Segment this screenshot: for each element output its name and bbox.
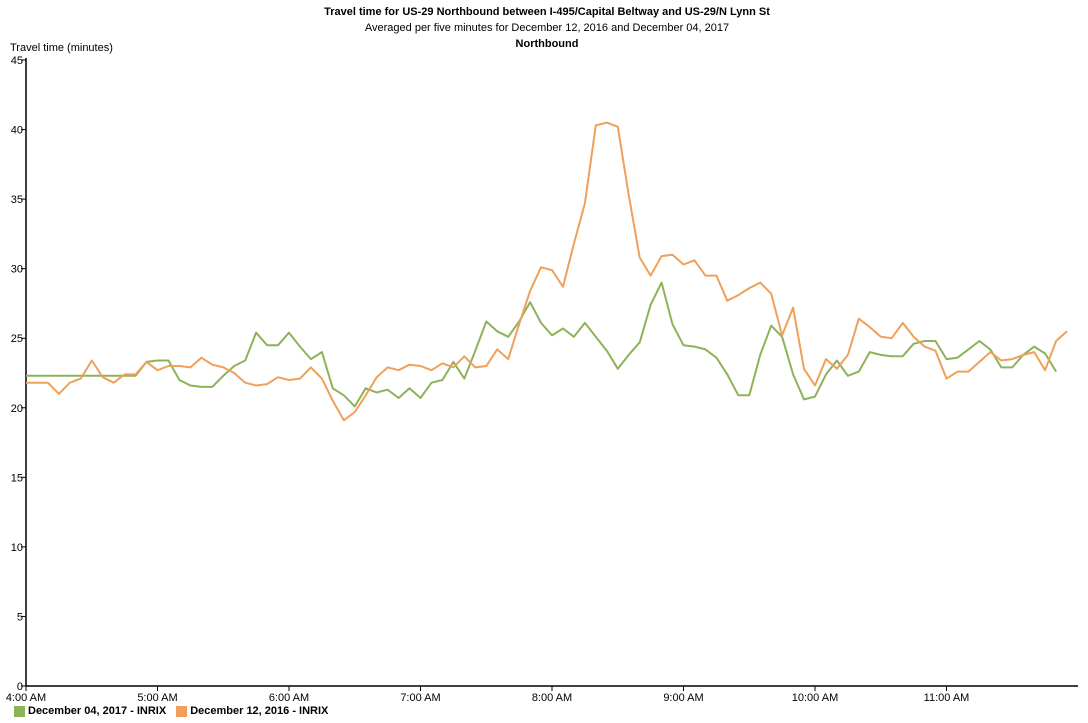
y-tick-label: 5: [17, 611, 23, 623]
chart-title: Travel time for US-29 Northbound between…: [324, 6, 770, 18]
chart-titles: Travel time for US-29 Northbound between…: [0, 4, 1088, 52]
series-line-1: [26, 121, 1068, 422]
chart-direction-label: Northbound: [515, 38, 579, 50]
y-tick-label: 0: [17, 681, 23, 693]
y-axis-label: Travel time (minutes): [10, 42, 113, 54]
x-tick-label: 7:00 AM: [400, 692, 440, 704]
y-axis: 0 5 10 15 20 25 30 35 40 45: [11, 55, 27, 693]
series-layer: [26, 121, 1068, 422]
series-line-0: [26, 281, 1057, 408]
y-tick-label: 45: [11, 55, 23, 67]
x-tick-label: 8:00 AM: [532, 692, 572, 704]
legend-label-2016: December 12, 2016 - INRIX: [190, 705, 329, 717]
legend-item-2016[interactable]: December 12, 2016 - INRIX: [176, 705, 328, 717]
x-tick-label: 4:00 AM: [6, 692, 46, 704]
legend-label-2017: December 04, 2017 - INRIX: [28, 705, 167, 717]
x-tick-label: 5:00 AM: [137, 692, 177, 704]
legend-swatch-2017: [14, 705, 25, 717]
y-tick-label: 15: [11, 472, 23, 484]
x-tick-label: 6:00 AM: [269, 692, 309, 704]
y-tick-label: 25: [11, 333, 23, 345]
chart-subtitle: Averaged per five minutes for December 1…: [364, 22, 730, 34]
x-axis: 4:00 AM 5:00 AM 6:00 AM 7:00 AM 8:00 AM 9:00 …: [6, 685, 1078, 704]
y-tick-label: 30: [11, 264, 23, 276]
y-tick-label: 40: [11, 125, 23, 137]
legend-swatch-2016: [176, 705, 188, 717]
x-tick-label: 11:00 AM: [924, 692, 970, 704]
x-tick-label: 10:00 AM: [792, 692, 838, 704]
legend-item-2017[interactable]: December 04, 2017 - INRIX: [14, 705, 166, 717]
y-tick-label: 20: [11, 403, 23, 415]
y-tick-label: 10: [11, 542, 23, 554]
legend: December 04, 2017 - INRIX December 12, 2…: [14, 703, 338, 719]
y-tick-label: 35: [11, 194, 23, 206]
x-tick-label: 9:00 AM: [663, 692, 703, 704]
